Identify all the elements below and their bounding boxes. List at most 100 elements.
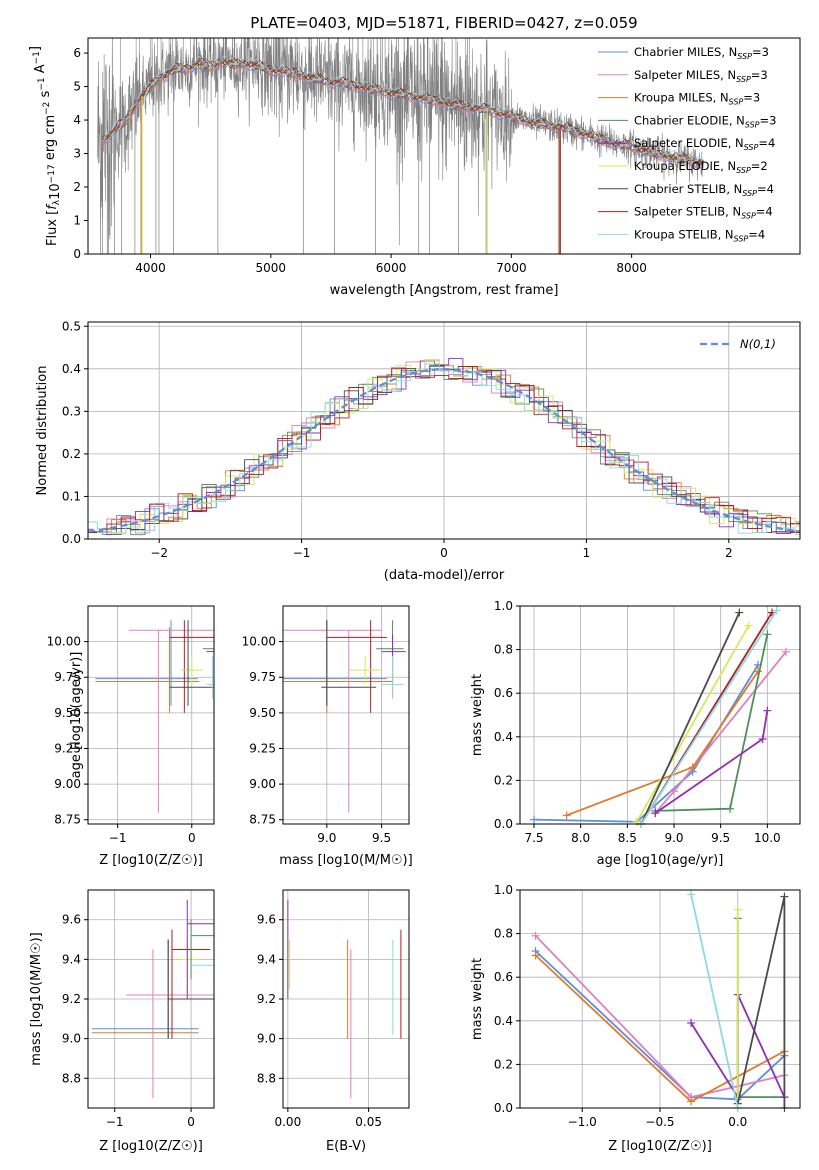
mass-weight-line xyxy=(690,894,739,1108)
y-tick-label: 9.75 xyxy=(249,670,276,684)
legend-entry: Kroupa MILES, NSSP=3 xyxy=(634,91,760,107)
y-tick-label: 9.50 xyxy=(54,706,81,720)
x-tick-label: 8000 xyxy=(616,261,647,275)
y-tick-label: 0.8 xyxy=(494,643,513,657)
y-tick-label: 0.4 xyxy=(494,730,513,744)
x-tick-label: −1 xyxy=(109,831,127,845)
y-tick-label: 0.2 xyxy=(62,447,81,461)
y-tick-label: 0.0 xyxy=(494,817,513,831)
y-tick-label: 9.25 xyxy=(54,741,81,755)
axes-frame xyxy=(87,37,801,255)
y-tick-label: 1.0 xyxy=(494,599,513,613)
y-tick-label: 9.75 xyxy=(54,670,81,684)
mass-weight-vs-metallicity-panel: −1.0 −0.5 0.0 0.0 0.2 0.4 0.6 0.8 1.0 Z [log10(Z/… xyxy=(470,883,801,1154)
y-tick-label: 0.4 xyxy=(62,362,81,376)
y-tick-label: 9.4 xyxy=(257,952,276,966)
y-tick-label: 9.50 xyxy=(249,706,276,720)
y-tick-label: 4 xyxy=(73,113,81,127)
x-tick-label: 9.0 xyxy=(317,831,336,845)
x-axis-label: Z [log10(Z/Z☉)] xyxy=(608,1139,712,1154)
y-tick-label: 9.25 xyxy=(249,741,276,755)
y-tick-label: 0.2 xyxy=(494,773,513,787)
mass-weight-vs-age-panel: 7.5 8.0 8.5 9.0 9.5 10.0 0.0 0.2 0.4 0.6 0.8 1.0 age… xyxy=(470,599,801,868)
y-tick-label: 9.2 xyxy=(257,992,276,1006)
x-axis-label: wavelength [Angstrom, rest frame] xyxy=(330,283,559,298)
model-spectrum-line xyxy=(102,58,704,166)
mass-weight-line xyxy=(635,625,750,823)
y-tick-label: 2 xyxy=(73,180,81,194)
y-tick-label: 9.6 xyxy=(62,913,81,927)
mass-weight-line xyxy=(655,634,769,812)
legend-entry: Kroupa STELIB, NSSP=4 xyxy=(634,227,765,243)
spectrum-title: PLATE=0403, MJD=51871, FIBERID=0427, z=0… xyxy=(250,14,637,32)
mass-vs-metallicity-panel: −1 0 8.8 9.0 9.2 9.4 9.6 Z [log10(Z/Z☉)] mass [l… xyxy=(29,889,215,1154)
y-tick-label: 1 xyxy=(73,214,81,228)
legend-entry: Chabrier MILES, NSSP=3 xyxy=(634,45,769,61)
x-tick-label: −1.0 xyxy=(568,1115,597,1129)
y-tick-label: 8.8 xyxy=(62,1071,81,1085)
x-tick-label: 1 xyxy=(583,546,591,560)
y-axis-label: Normed distribution xyxy=(35,366,50,496)
axes-frame xyxy=(282,889,410,1109)
y-tick-label: 0.0 xyxy=(494,1101,513,1115)
histogram-step xyxy=(88,366,800,534)
mass-vs-extinction-panel: 0.00 0.05 8.8 9.0 9.2 9.4 9.6 E(B-V) xyxy=(257,889,410,1154)
y-axis-label: age [log10(age/yr)] xyxy=(69,652,84,779)
x-tick-label: −0.5 xyxy=(645,1115,674,1129)
y-tick-label: 0.0 xyxy=(62,532,81,546)
x-tick-label: 0 xyxy=(440,546,448,560)
model-spectrum-line xyxy=(102,55,703,163)
y-tick-label: 6 xyxy=(73,46,81,60)
x-tick-label: 5000 xyxy=(256,261,287,275)
y-tick-label: 0.4 xyxy=(494,1014,513,1028)
y-tick-label: 9.2 xyxy=(62,992,81,1006)
x-axis-label: Z [log10(Z/Z☉)] xyxy=(99,1139,203,1154)
y-tick-label: 0.2 xyxy=(494,1057,513,1071)
legend-entry: Chabrier STELIB, NSSP=4 xyxy=(634,182,774,198)
y-tick-label: 9.00 xyxy=(54,777,81,791)
x-tick-label: 8.0 xyxy=(571,831,590,845)
x-tick-label: 9.0 xyxy=(664,831,683,845)
legend-entry: N(0,1) xyxy=(740,337,776,351)
y-tick-label: 9.4 xyxy=(62,952,81,966)
y-tick-label: 5 xyxy=(73,80,81,94)
legend-entry: Salpeter STELIB, NSSP=4 xyxy=(634,205,773,221)
legend-entry: Salpeter ELODIE, NSSP=4 xyxy=(634,136,775,152)
x-tick-label: −1 xyxy=(106,1115,124,1129)
x-tick-label: 9.5 xyxy=(711,831,730,845)
legend-entry: Salpeter MILES, NSSP=3 xyxy=(634,68,768,84)
residual-histogram-panel: −2 −1 0 1 2 0.0 0.1 0.2 0.3 0.4 0.5 (data-model)/er… xyxy=(35,319,801,583)
axes-frame xyxy=(87,605,215,825)
y-tick-label: 1.0 xyxy=(494,883,513,897)
y-tick-label: 0.6 xyxy=(494,686,513,700)
x-tick-label: 0 xyxy=(188,831,196,845)
axes-frame xyxy=(282,605,410,825)
axes-frame xyxy=(87,321,801,540)
y-tick-label: 0.8 xyxy=(494,927,513,941)
x-tick-label: 10.0 xyxy=(754,831,781,845)
x-tick-label: 8.5 xyxy=(618,831,637,845)
x-tick-label: 0 xyxy=(187,1115,195,1129)
histogram-step xyxy=(88,366,800,536)
y-tick-label: 8.75 xyxy=(249,813,276,827)
x-tick-label: 0.00 xyxy=(274,1115,301,1129)
x-tick-label: 9.5 xyxy=(372,831,391,845)
y-axis-label: mass weight xyxy=(470,958,485,1040)
y-tick-label: 0.6 xyxy=(494,970,513,984)
x-tick-label: −2 xyxy=(150,546,168,560)
y-axis-label: mass [log10(M/M☉)] xyxy=(29,932,44,1065)
x-tick-label: 0.05 xyxy=(355,1115,382,1129)
y-axis-label: mass weight xyxy=(470,674,485,756)
axes-frame xyxy=(519,889,801,1109)
y-tick-label: 10.00 xyxy=(47,635,81,649)
age-vs-mass-panel: 9.0 9.5 8.75 9.00 9.25 9.50 9.75 10.00 mass [log… xyxy=(242,605,413,868)
y-tick-label: 9.6 xyxy=(257,913,276,927)
y-tick-label: 0.1 xyxy=(62,489,81,503)
y-tick-label: 0 xyxy=(73,247,81,261)
y-tick-label: 3 xyxy=(73,147,81,161)
age-vs-metallicity-panel: −1 0 8.75 9.00 9.25 9.50 9.75 10.00 Z [log10(Z/Z… xyxy=(47,605,215,868)
y-axis-label: Flux [fλ10−17 erg cm−2 s−1 A−1] xyxy=(28,46,63,246)
legend-entry: Kroupa ELODIE, NSSP=2 xyxy=(634,159,768,175)
x-tick-label: 0.0 xyxy=(728,1115,747,1129)
